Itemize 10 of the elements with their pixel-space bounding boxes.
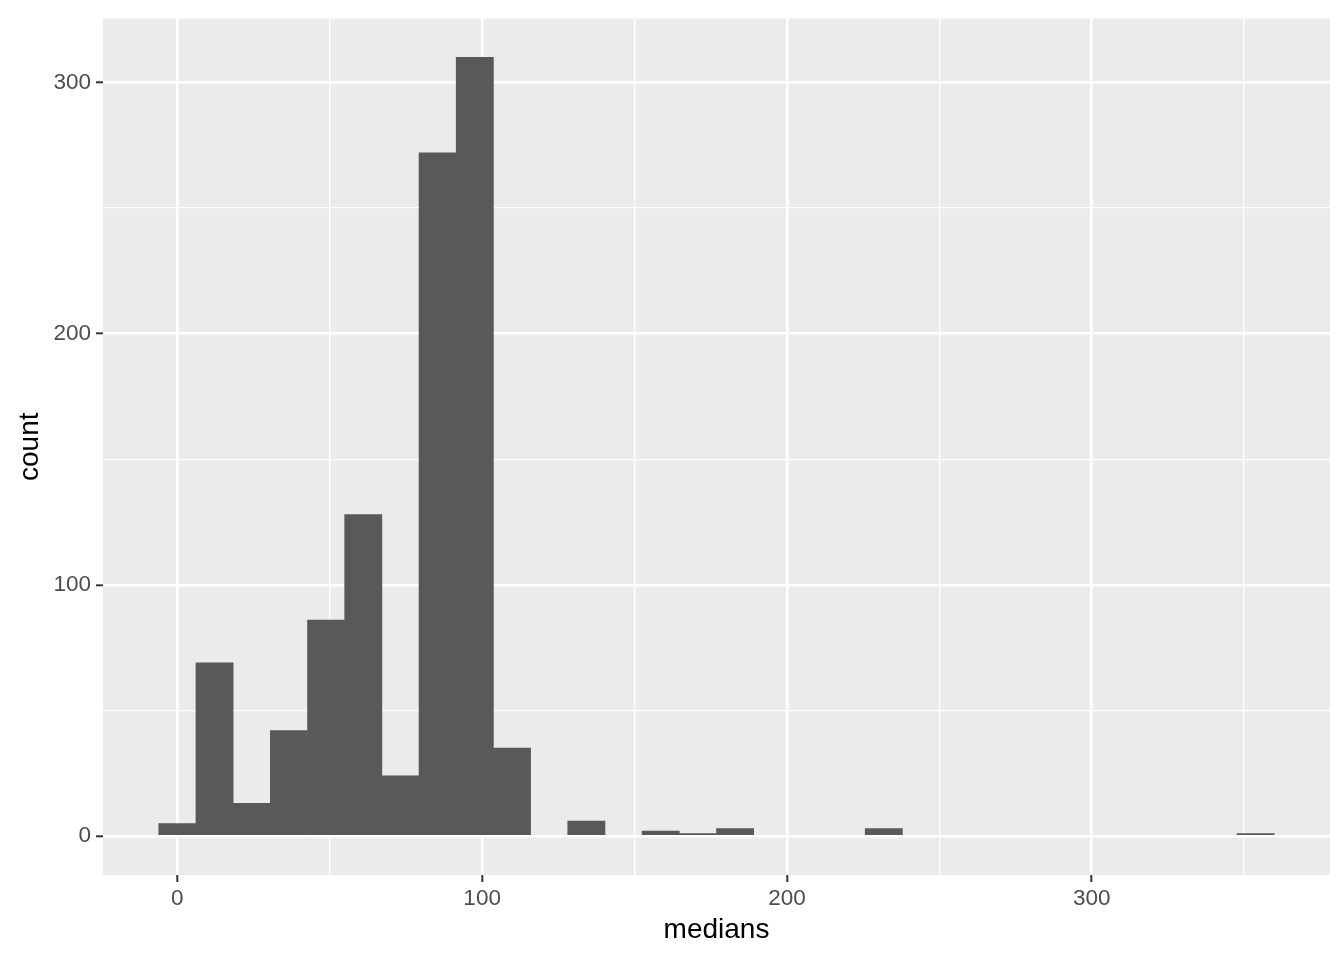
y-axis-title: count <box>12 412 44 481</box>
x-axis-title: medians <box>663 912 770 944</box>
x-tick-label: 300 <box>1072 884 1111 910</box>
y-tick-label: 0 <box>78 822 91 848</box>
y-tick-label: 300 <box>53 68 91 94</box>
x-tick-label: 0 <box>171 884 184 910</box>
y-tick-label: 200 <box>53 319 91 345</box>
x-tick-label: 200 <box>768 884 806 910</box>
y-tick-label: 100 <box>53 571 91 597</box>
x-tick-label: 100 <box>463 884 501 910</box>
